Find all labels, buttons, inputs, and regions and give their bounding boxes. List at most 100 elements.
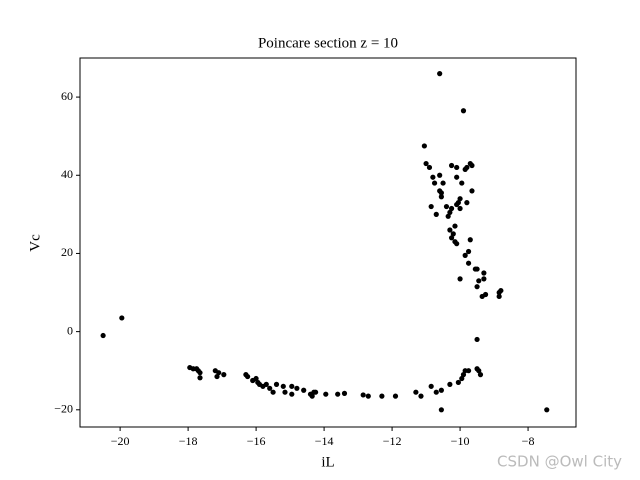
point — [452, 223, 458, 229]
point — [448, 162, 455, 169]
x-tick-label: −8 — [522, 434, 535, 448]
watermark: CSDN @Owl City — [497, 453, 622, 471]
point — [474, 266, 480, 272]
point — [460, 108, 467, 114]
point — [423, 160, 429, 167]
point — [433, 389, 439, 395]
point — [447, 227, 453, 233]
point — [341, 390, 348, 396]
point — [464, 200, 470, 206]
point — [469, 188, 475, 194]
point — [309, 393, 315, 399]
point — [443, 203, 450, 210]
y-tick-label: 40 — [61, 167, 73, 181]
x-tick-label: −10 — [451, 434, 470, 448]
x-tick-label: −18 — [179, 434, 198, 448]
point — [457, 205, 463, 212]
x-tick-label: −12 — [383, 434, 402, 448]
point — [440, 180, 446, 186]
point — [476, 278, 482, 284]
point — [216, 370, 222, 376]
point — [379, 393, 385, 399]
point — [454, 201, 460, 208]
point — [119, 315, 125, 321]
point — [464, 164, 470, 171]
point — [460, 372, 467, 378]
point — [214, 373, 220, 380]
point — [323, 391, 329, 397]
point — [428, 383, 434, 389]
point — [294, 385, 300, 391]
point — [448, 205, 455, 212]
point — [481, 270, 487, 276]
point — [413, 389, 419, 395]
point — [365, 393, 371, 399]
point — [280, 383, 286, 389]
point — [244, 373, 251, 380]
x-tick-label: −14 — [315, 434, 334, 448]
y-tick-label: 0 — [67, 323, 73, 337]
point — [335, 391, 341, 397]
point — [498, 287, 504, 294]
point — [431, 180, 438, 186]
point — [462, 252, 468, 258]
point — [448, 235, 455, 241]
point — [457, 276, 463, 282]
point — [253, 375, 259, 382]
point — [430, 174, 436, 180]
point — [426, 164, 433, 171]
point — [282, 389, 288, 395]
point — [433, 211, 439, 217]
point — [221, 372, 227, 378]
point — [454, 174, 460, 180]
point — [474, 284, 480, 290]
y-axis-label: Vc — [27, 234, 43, 252]
point — [267, 385, 273, 391]
point — [438, 194, 444, 200]
point — [438, 387, 444, 393]
point — [418, 393, 424, 399]
point — [270, 389, 276, 395]
point — [465, 248, 472, 255]
point — [454, 241, 460, 247]
point — [301, 387, 307, 393]
x-tick-label: −16 — [247, 434, 266, 448]
point — [481, 276, 487, 282]
point — [197, 375, 203, 381]
point — [445, 213, 451, 219]
x-tick-label: −20 — [111, 434, 130, 448]
point — [459, 180, 465, 186]
y-tick-label: 60 — [61, 89, 73, 103]
x-axis-label: iL — [321, 454, 334, 470]
point — [100, 332, 106, 339]
point — [273, 381, 280, 387]
point — [496, 293, 502, 300]
point — [437, 172, 443, 178]
chart-title: Poincare section z = 10 — [258, 35, 398, 51]
plot-frame — [79, 57, 577, 428]
point — [437, 188, 443, 194]
point — [428, 203, 434, 210]
point — [263, 381, 269, 387]
point — [544, 407, 550, 413]
point — [476, 368, 482, 374]
point — [392, 393, 399, 399]
y-tick-label: −20 — [54, 402, 73, 416]
point — [455, 379, 461, 386]
point — [467, 237, 473, 243]
point — [477, 372, 484, 378]
y-tick-label: 20 — [61, 245, 73, 259]
point — [482, 291, 489, 298]
point — [312, 389, 319, 395]
point — [474, 336, 480, 343]
point — [459, 375, 465, 382]
point — [454, 164, 460, 171]
point — [289, 383, 295, 389]
point — [465, 368, 472, 374]
point — [447, 209, 453, 216]
point — [421, 143, 427, 149]
point — [450, 231, 456, 237]
point — [197, 370, 203, 376]
